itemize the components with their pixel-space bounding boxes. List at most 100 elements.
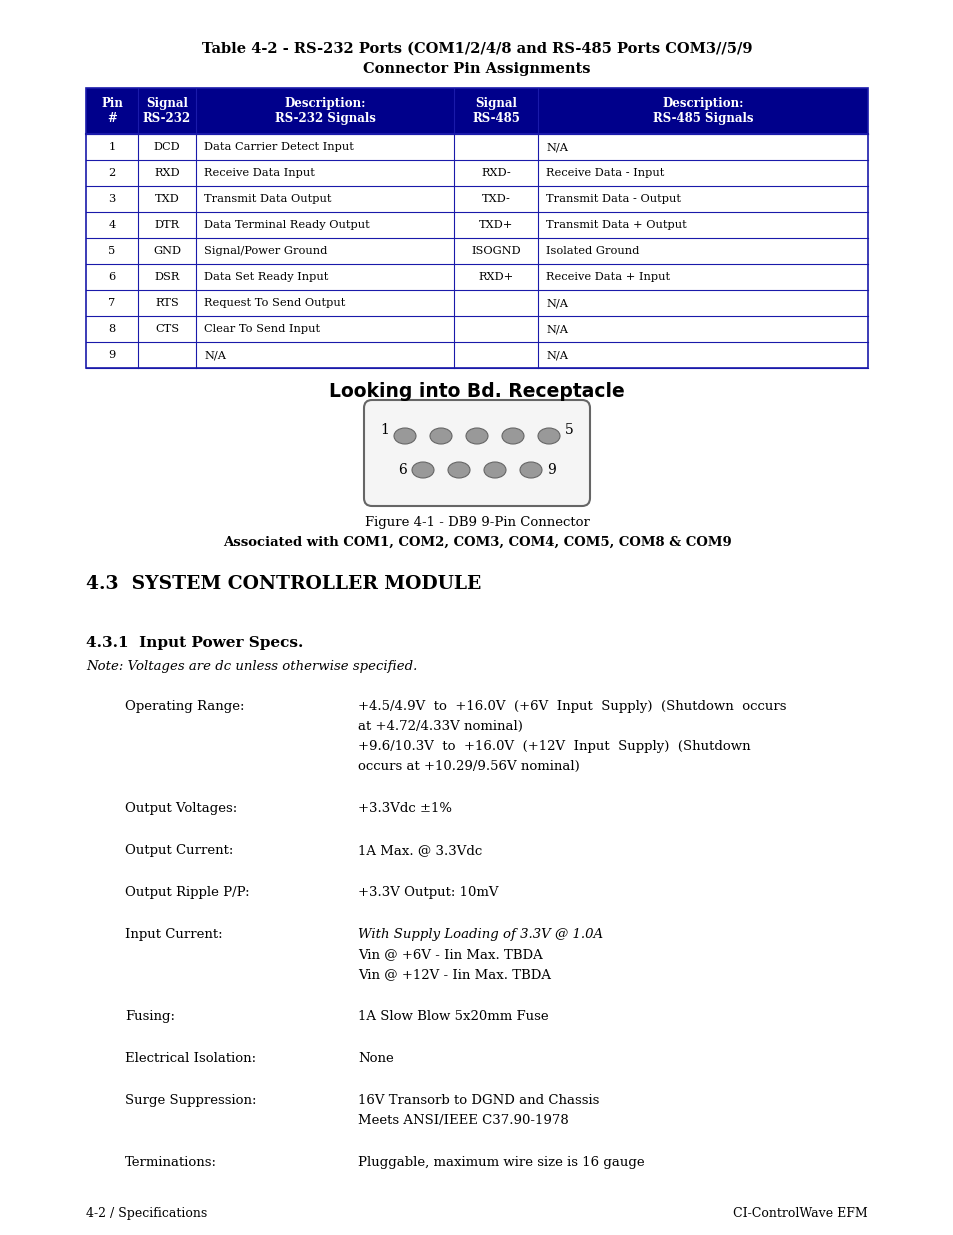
Text: N/A: N/A: [545, 298, 567, 308]
Text: N/A: N/A: [545, 350, 567, 359]
Text: Signal
RS-485: Signal RS-485: [472, 98, 519, 125]
Text: 16V Transorb to DGND and Chassis: 16V Transorb to DGND and Chassis: [357, 1094, 598, 1107]
Text: RXD+: RXD+: [477, 272, 513, 282]
Text: 7: 7: [109, 298, 115, 308]
Text: +4.5/4.9V  to  +16.0V  (+6V  Input  Supply)  (Shutdown  occurs: +4.5/4.9V to +16.0V (+6V Input Supply) (…: [357, 700, 785, 713]
Text: 4: 4: [109, 220, 115, 230]
Ellipse shape: [465, 429, 488, 445]
Text: +3.3Vdc ±1%: +3.3Vdc ±1%: [357, 802, 452, 815]
Text: Connector Pin Assignments: Connector Pin Assignments: [363, 62, 590, 77]
Ellipse shape: [537, 429, 559, 445]
Text: Table 4-2 - RS-232 Ports (COM1/2/4/8 and RS-485 Ports COM3//5/9: Table 4-2 - RS-232 Ports (COM1/2/4/8 and…: [201, 42, 752, 56]
Text: Note: Voltages are dc unless otherwise specified.: Note: Voltages are dc unless otherwise s…: [86, 659, 417, 673]
Text: Terminations:: Terminations:: [125, 1156, 216, 1170]
Text: Output Voltages:: Output Voltages:: [125, 802, 237, 815]
Text: 3: 3: [109, 194, 115, 204]
Bar: [86, 135, 867, 161]
Text: GND: GND: [152, 246, 181, 256]
Ellipse shape: [501, 429, 523, 445]
Text: 4-2 / Specifications: 4-2 / Specifications: [86, 1207, 207, 1220]
Text: TXD-: TXD-: [481, 194, 510, 204]
Text: Pin
#: Pin #: [101, 98, 123, 125]
Text: CI-ControlWave EFM: CI-ControlWave EFM: [733, 1207, 867, 1220]
Text: 4.3  SYSTEM CONTROLLER MODULE: 4.3 SYSTEM CONTROLLER MODULE: [86, 576, 481, 593]
Text: Looking into Bd. Receptacle: Looking into Bd. Receptacle: [329, 382, 624, 401]
Text: Output Current:: Output Current:: [125, 844, 233, 857]
Text: 5: 5: [109, 246, 115, 256]
Text: Clear To Send Input: Clear To Send Input: [204, 324, 320, 333]
Text: Electrical Isolation:: Electrical Isolation:: [125, 1052, 255, 1065]
Text: Operating Range:: Operating Range:: [125, 700, 244, 713]
Ellipse shape: [448, 462, 470, 478]
Text: Surge Suppression:: Surge Suppression:: [125, 1094, 256, 1107]
Text: 1A Slow Blow 5x20mm Fuse: 1A Slow Blow 5x20mm Fuse: [357, 1010, 548, 1023]
Text: Description:
RS-485 Signals: Description: RS-485 Signals: [652, 98, 753, 125]
Text: 6: 6: [397, 463, 407, 477]
Text: N/A: N/A: [545, 142, 567, 152]
Bar: [86, 88, 867, 368]
Bar: [86, 316, 867, 342]
Ellipse shape: [483, 462, 505, 478]
Text: Meets ANSI/IEEE C37.90-1978: Meets ANSI/IEEE C37.90-1978: [357, 1114, 568, 1128]
Text: 9: 9: [546, 463, 556, 477]
Text: Signal
RS-232: Signal RS-232: [143, 98, 191, 125]
Ellipse shape: [430, 429, 452, 445]
Text: TXD+: TXD+: [478, 220, 513, 230]
Text: Data Carrier Detect Input: Data Carrier Detect Input: [204, 142, 354, 152]
Text: ISOGND: ISOGND: [471, 246, 520, 256]
Text: CTS: CTS: [154, 324, 179, 333]
Bar: [86, 238, 867, 264]
Text: Transmit Data Output: Transmit Data Output: [204, 194, 331, 204]
Ellipse shape: [412, 462, 434, 478]
Bar: [86, 342, 867, 368]
Text: N/A: N/A: [545, 324, 567, 333]
Text: 1: 1: [379, 424, 389, 437]
Text: RXD-: RXD-: [480, 168, 511, 178]
Text: 1A Max. @ 3.3Vdc: 1A Max. @ 3.3Vdc: [357, 844, 482, 857]
Text: Vin @ +6V - Iin Max. TBDA: Vin @ +6V - Iin Max. TBDA: [357, 948, 542, 961]
Text: 6: 6: [109, 272, 115, 282]
Text: 9: 9: [109, 350, 115, 359]
Bar: [86, 186, 867, 212]
Text: +3.3V Output: 10mV: +3.3V Output: 10mV: [357, 885, 498, 899]
Text: +9.6/10.3V  to  +16.0V  (+12V  Input  Supply)  (Shutdown: +9.6/10.3V to +16.0V (+12V Input Supply)…: [357, 740, 750, 753]
Bar: [86, 212, 867, 238]
FancyBboxPatch shape: [364, 400, 589, 506]
Bar: [86, 161, 867, 186]
Text: DSR: DSR: [154, 272, 179, 282]
Text: Receive Data - Input: Receive Data - Input: [545, 168, 663, 178]
Text: None: None: [357, 1052, 394, 1065]
Text: 4.3.1  Input Power Specs.: 4.3.1 Input Power Specs.: [86, 636, 303, 650]
Bar: [86, 88, 867, 135]
Text: Transmit Data - Output: Transmit Data - Output: [545, 194, 680, 204]
Text: DTR: DTR: [154, 220, 179, 230]
Text: With Supply Loading of 3.3V @ 1.0A: With Supply Loading of 3.3V @ 1.0A: [357, 927, 602, 941]
Bar: [86, 264, 867, 290]
Text: TXD: TXD: [154, 194, 179, 204]
Text: 2: 2: [109, 168, 115, 178]
Text: at +4.72/4.33V nominal): at +4.72/4.33V nominal): [357, 720, 522, 734]
Text: DCD: DCD: [153, 142, 180, 152]
Text: RXD: RXD: [154, 168, 179, 178]
Text: Isolated Ground: Isolated Ground: [545, 246, 639, 256]
Ellipse shape: [394, 429, 416, 445]
Ellipse shape: [519, 462, 541, 478]
Text: 8: 8: [109, 324, 115, 333]
Text: N/A: N/A: [204, 350, 226, 359]
Text: Vin @ +12V - Iin Max. TBDA: Vin @ +12V - Iin Max. TBDA: [357, 968, 551, 981]
Text: Associated with COM1, COM2, COM3, COM4, COM5, COM8 & COM9: Associated with COM1, COM2, COM3, COM4, …: [222, 536, 731, 550]
Text: occurs at +10.29/9.56V nominal): occurs at +10.29/9.56V nominal): [357, 760, 579, 773]
Text: 5: 5: [564, 424, 573, 437]
Text: Fusing:: Fusing:: [125, 1010, 174, 1023]
Text: Data Set Ready Input: Data Set Ready Input: [204, 272, 328, 282]
Text: Description:
RS-232 Signals: Description: RS-232 Signals: [274, 98, 375, 125]
Text: Receive Data + Input: Receive Data + Input: [545, 272, 669, 282]
Text: Signal/Power Ground: Signal/Power Ground: [204, 246, 327, 256]
Text: Data Terminal Ready Output: Data Terminal Ready Output: [204, 220, 370, 230]
Text: RTS: RTS: [155, 298, 178, 308]
Text: Request To Send Output: Request To Send Output: [204, 298, 345, 308]
Bar: [86, 290, 867, 316]
Text: Input Current:: Input Current:: [125, 927, 222, 941]
Text: Transmit Data + Output: Transmit Data + Output: [545, 220, 686, 230]
Text: Receive Data Input: Receive Data Input: [204, 168, 314, 178]
